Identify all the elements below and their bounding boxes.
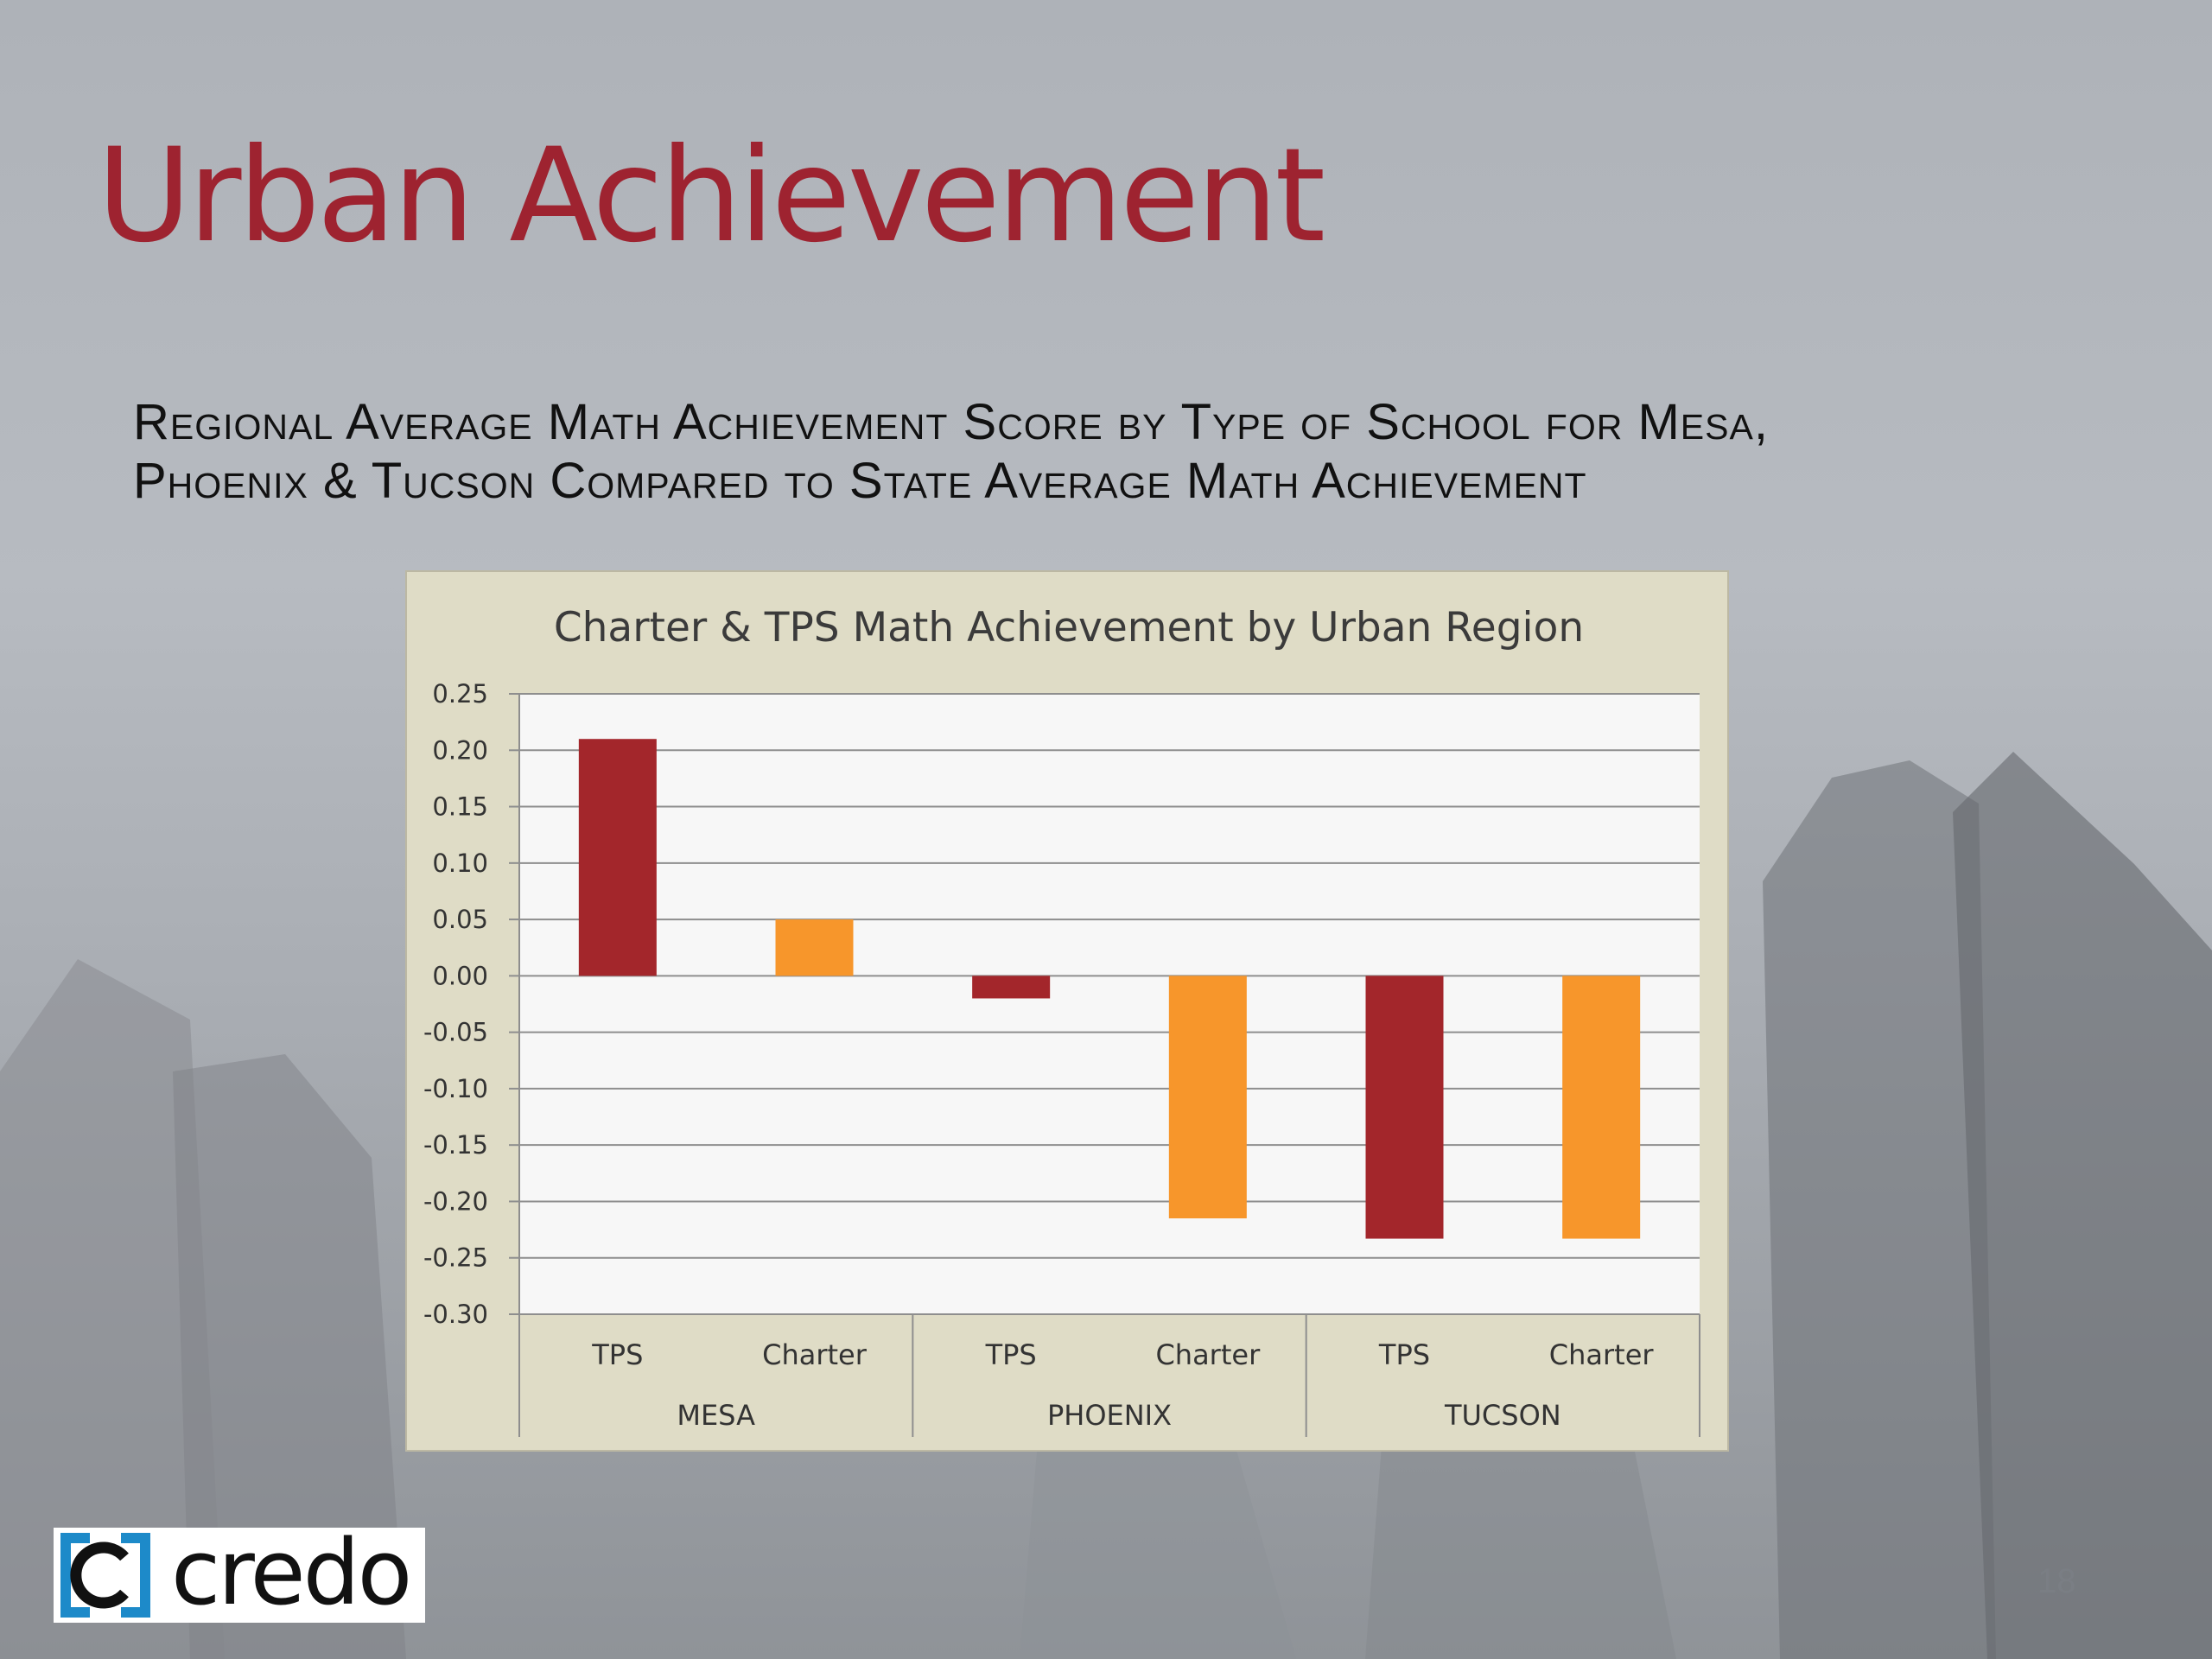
x-group-label: MESA (677, 1399, 755, 1432)
y-tick-label: 0.05 (432, 905, 488, 934)
subtitle-line-2: Phoenix & Tucson Compared to State Avera… (133, 453, 1587, 509)
chart-frame: Charter & TPS Math Achievement by Urban … (405, 570, 1729, 1452)
y-tick-label: 0.20 (432, 735, 488, 765)
x-group-label: TUCSON (1444, 1399, 1561, 1432)
y-axis-ticks: 0.25 0.20 0.15 0.10 0.05 0.00 -0.05 -0.10 -0.15 -… (423, 679, 488, 1329)
y-tick-label: 0.25 (432, 679, 488, 709)
bar-mesa-tps (578, 739, 657, 976)
bar-tucson-tps (1365, 976, 1444, 1239)
y-tick-label: -0.05 (423, 1018, 488, 1047)
bar-mesa-charter (775, 919, 854, 976)
credo-logo-mark-icon (60, 1533, 150, 1618)
x-group-label: PHOENIX (1047, 1399, 1172, 1432)
y-tick-label: -0.25 (423, 1243, 488, 1273)
x-category-label: Charter (1549, 1338, 1655, 1371)
y-tick-label: 0.00 (432, 961, 488, 990)
slide-title: Urban Achievement (97, 121, 1325, 271)
bar-phoenix-tps (972, 976, 1051, 999)
y-tick-label: -0.15 (423, 1130, 488, 1160)
bar-phoenix-charter (1168, 976, 1247, 1219)
bars (578, 739, 1641, 1239)
slide-subtitle: Regional Average Math Achievement Score … (133, 393, 2034, 511)
page-number: 18 (2037, 1562, 2076, 1600)
plot-area (519, 694, 1700, 1314)
y-tick-label: 0.15 (432, 792, 488, 822)
x-category-label: TPS (1378, 1338, 1430, 1371)
y-tick-label: -0.30 (423, 1300, 488, 1329)
y-tick-label: 0.10 (432, 849, 488, 878)
x-category-label: Charter (762, 1338, 868, 1371)
bar-tucson-charter (1562, 976, 1641, 1239)
credo-logo: credo (54, 1521, 425, 1624)
y-tick-label: -0.10 (423, 1074, 488, 1103)
chart-title: Charter & TPS Math Achievement by Urban … (554, 604, 1584, 652)
subtitle-line-1: Regional Average Math Achievement Score … (133, 394, 1769, 450)
grid-lines (509, 693, 1700, 1315)
x-category-label: TPS (591, 1338, 643, 1371)
x-category-label: Charter (1155, 1338, 1261, 1371)
credo-logo-text: credo (171, 1520, 412, 1625)
y-tick-label: -0.20 (423, 1186, 488, 1216)
x-category-label: TPS (985, 1338, 1037, 1371)
bar-chart: Charter & TPS Math Achievement by Urban … (423, 604, 1700, 1437)
